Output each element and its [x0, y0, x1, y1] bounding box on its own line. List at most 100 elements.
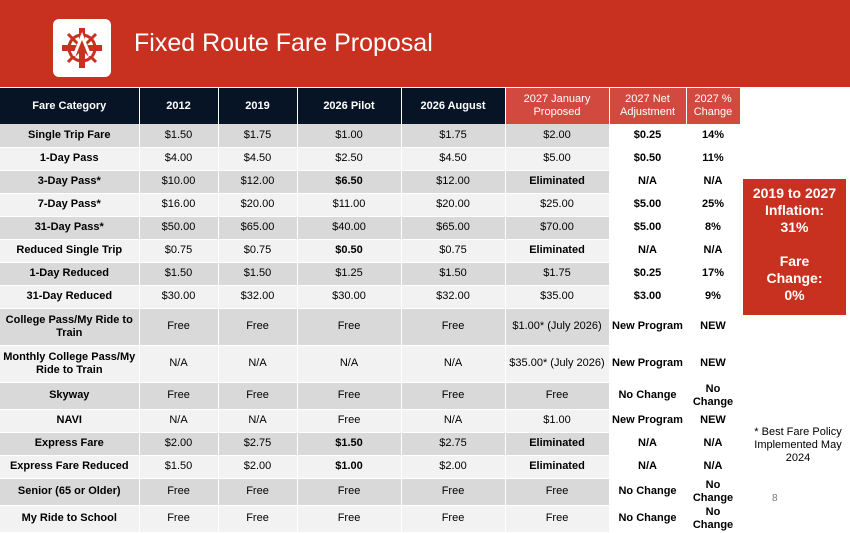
cell-v2012: $50.00: [139, 216, 219, 240]
cell-v2019: Free: [218, 478, 298, 506]
cell-jan: Free: [505, 478, 610, 506]
cell-pct: No Change: [686, 382, 741, 410]
cell-jan: $1.75: [505, 262, 610, 286]
cell-cat: 1-Day Reduced: [0, 262, 140, 286]
cell-pct: N/A: [686, 239, 741, 263]
cell-v2012: Free: [139, 308, 219, 346]
cell-net: New Program: [609, 409, 687, 433]
cell-jan: Eliminated: [505, 239, 610, 263]
cell-v2019: N/A: [218, 345, 298, 383]
fare-change-line-2: Change:: [766, 270, 823, 286]
table-row: Senior (65 or Older) Free Free Free Free Free…: [0, 478, 741, 506]
page-number: 8: [772, 493, 778, 504]
cell-v2019: $1.50: [218, 262, 298, 286]
col-header-2027-pct: 2027 % Change: [686, 88, 741, 124]
cell-v2019: $65.00: [218, 216, 298, 240]
cell-aug: $65.00: [401, 216, 506, 240]
cell-jan: Eliminated: [505, 432, 610, 456]
cell-cat: Monthly College Pass/My Ride to Train: [0, 345, 140, 383]
cell-net: New Program: [609, 345, 687, 383]
cell-cat: College Pass/My Ride to Train: [0, 308, 140, 346]
cell-v2012: $16.00: [139, 193, 219, 217]
table-row: 1-Day Reduced $1.50 $1.50 $1.25 $1.50 $1.75 $0…: [0, 262, 741, 286]
col-header-2019: 2019: [218, 88, 298, 124]
cell-v2019: $2.00: [218, 455, 298, 479]
cell-v2012: $0.75: [139, 239, 219, 263]
cell-net: No Change: [609, 382, 687, 410]
cell-pilot: Free: [297, 382, 402, 410]
cell-aug: $0.75: [401, 239, 506, 263]
table-row: 1-Day Pass $4.00 $4.50 $2.50 $4.50 $5.00 $0.50…: [0, 147, 741, 171]
cell-pct: NEW: [686, 409, 741, 433]
cell-pilot: $1.25: [297, 262, 402, 286]
cell-aug: $12.00: [401, 170, 506, 194]
fare-table: Fare Category 2012 2019 2026 Pilot 2026 …: [0, 88, 741, 533]
table-row: 31-Day Pass* $50.00 $65.00 $40.00 $65.00 $70.…: [0, 216, 741, 240]
cell-net: $0.50: [609, 147, 687, 171]
cell-jan: $1.00* (July 2026): [505, 308, 610, 346]
cell-pct: N/A: [686, 455, 741, 479]
cell-pct: 25%: [686, 193, 741, 217]
cell-v2012: N/A: [139, 345, 219, 383]
cell-v2012: $1.50: [139, 124, 219, 148]
cell-cat: 31-Day Reduced: [0, 285, 140, 309]
cell-pilot: $6.50: [297, 170, 402, 194]
col-header-2026-august: 2026 August: [401, 88, 506, 124]
cell-cat: 1-Day Pass: [0, 147, 140, 171]
page-title: Fixed Route Fare Proposal: [134, 29, 433, 57]
cell-net: N/A: [609, 239, 687, 263]
cell-pilot: $40.00: [297, 216, 402, 240]
table-row: My Ride to School Free Free Free Free Free No …: [0, 505, 741, 533]
cell-v2012: Free: [139, 382, 219, 410]
cell-jan: $2.00: [505, 124, 610, 148]
col-header-2027-january: 2027 January Proposed: [505, 88, 610, 124]
cell-net: No Change: [609, 478, 687, 506]
header-bar: Fixed Route Fare Proposal: [0, 0, 850, 87]
cell-v2012: $10.00: [139, 170, 219, 194]
cell-cat: Express Fare Reduced: [0, 455, 140, 479]
cell-v2019: Free: [218, 308, 298, 346]
cell-jan: Eliminated: [505, 455, 610, 479]
cell-net: N/A: [609, 455, 687, 479]
cell-v2012: $1.50: [139, 262, 219, 286]
cell-pct: 17%: [686, 262, 741, 286]
cell-aug: Free: [401, 382, 506, 410]
cell-pct: N/A: [686, 432, 741, 456]
cell-net: N/A: [609, 170, 687, 194]
cell-v2012: N/A: [139, 409, 219, 433]
cell-cat: Senior (65 or Older): [0, 478, 140, 506]
cell-v2019: $4.50: [218, 147, 298, 171]
cell-aug: N/A: [401, 409, 506, 433]
cell-aug: $1.50: [401, 262, 506, 286]
table-row: Express Fare Reduced $1.50 $2.00 $1.00 $2.00…: [0, 455, 741, 479]
cell-net: $3.00: [609, 285, 687, 309]
cell-net: $5.00: [609, 193, 687, 217]
cell-jan: Eliminated: [505, 170, 610, 194]
cell-v2019: $12.00: [218, 170, 298, 194]
cell-pilot: $2.50: [297, 147, 402, 171]
cell-jan: Free: [505, 382, 610, 410]
table-header-row: Fare Category 2012 2019 2026 Pilot 2026 …: [0, 88, 741, 124]
col-header-2012: 2012: [139, 88, 219, 124]
table-row: 7-Day Pass* $16.00 $20.00 $11.00 $20.00 $25.0…: [0, 193, 741, 217]
table-row: Skyway Free Free Free Free Free No Change No Ch…: [0, 382, 741, 410]
cell-pilot: Free: [297, 308, 402, 346]
cell-v2019: $20.00: [218, 193, 298, 217]
cell-cat: 3-Day Pass*: [0, 170, 140, 194]
table-row: Monthly College Pass/My Ride to Train N/A…: [0, 345, 741, 383]
cell-pct: 9%: [686, 285, 741, 309]
cell-pct: 11%: [686, 147, 741, 171]
table-row: College Pass/My Ride to Train Free Free Fre…: [0, 308, 741, 346]
table-row: 31-Day Reduced $30.00 $32.00 $30.00 $32.00 $3…: [0, 285, 741, 309]
cell-net: $0.25: [609, 262, 687, 286]
cell-aug: $20.00: [401, 193, 506, 217]
cell-pilot: $11.00: [297, 193, 402, 217]
cell-cat: Reduced Single Trip: [0, 239, 140, 263]
cell-aug: N/A: [401, 345, 506, 383]
cell-jan: $70.00: [505, 216, 610, 240]
cell-pct: 8%: [686, 216, 741, 240]
col-header-2026-pilot: 2026 Pilot: [297, 88, 402, 124]
transit-logo: [53, 19, 111, 77]
cell-pct: No Change: [686, 478, 741, 506]
cell-v2019: $1.75: [218, 124, 298, 148]
